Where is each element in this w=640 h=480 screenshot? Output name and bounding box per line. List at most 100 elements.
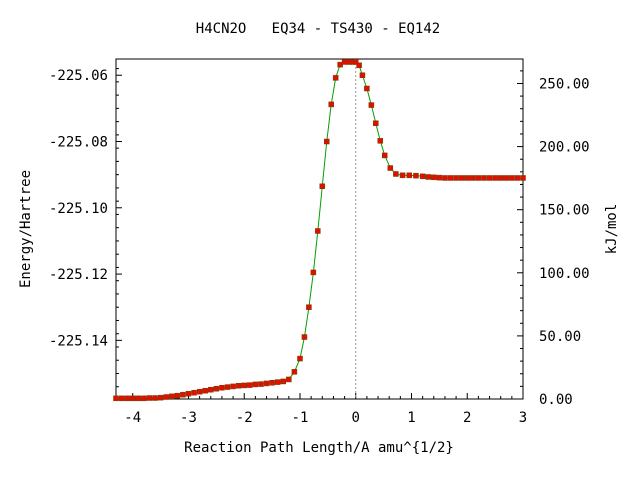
data-point bbox=[475, 175, 482, 181]
x-tick-label: -3 bbox=[180, 410, 197, 426]
data-point bbox=[520, 175, 526, 181]
data-point bbox=[442, 175, 448, 181]
data-point bbox=[481, 175, 487, 181]
data-point bbox=[169, 393, 175, 400]
data-point bbox=[113, 395, 119, 402]
y2-tick-label: 100.00 bbox=[539, 266, 590, 282]
axis-ticks bbox=[116, 68, 524, 400]
data-point bbox=[135, 395, 142, 402]
data-point bbox=[208, 386, 214, 393]
chart-title: H4CN2O EQ34 - TS430 - EQ142 bbox=[196, 21, 440, 37]
x-tick-label: -4 bbox=[124, 410, 141, 426]
data-point bbox=[163, 394, 169, 400]
data-point bbox=[503, 175, 510, 181]
y2-tick-label: 0.00 bbox=[539, 392, 573, 408]
data-point bbox=[381, 152, 388, 159]
data-point bbox=[235, 382, 242, 389]
data-point bbox=[359, 72, 366, 78]
y2-tick-label: 200.00 bbox=[539, 140, 590, 156]
data-point bbox=[413, 172, 419, 179]
data-point bbox=[129, 395, 136, 402]
data-point bbox=[323, 138, 330, 145]
data-point bbox=[387, 165, 394, 171]
data-point bbox=[280, 378, 287, 385]
data-point bbox=[174, 392, 181, 399]
data-point bbox=[373, 120, 379, 127]
data-point bbox=[425, 174, 431, 180]
data-point bbox=[458, 175, 465, 181]
data-point bbox=[291, 369, 298, 375]
x-tick-label: 0 bbox=[352, 410, 360, 426]
data-point bbox=[252, 381, 259, 388]
data-point bbox=[297, 355, 303, 362]
data-point bbox=[509, 175, 515, 181]
data-point bbox=[470, 175, 476, 181]
data-point bbox=[301, 334, 308, 340]
data-point bbox=[319, 183, 326, 190]
x-axis-label: Reaction Path Length/A amu^{1/2} bbox=[184, 440, 454, 456]
data-point bbox=[492, 175, 498, 181]
data-point bbox=[352, 59, 359, 65]
x-tick-label: 1 bbox=[407, 410, 415, 426]
data-point bbox=[224, 384, 231, 390]
y2-axis-label: kJ/mol bbox=[604, 204, 620, 255]
data-point bbox=[486, 175, 493, 181]
data-point bbox=[191, 389, 197, 396]
y-tick-label: -225.10 bbox=[49, 201, 108, 217]
x-tick-label: -2 bbox=[236, 410, 253, 426]
series-markers bbox=[113, 59, 526, 402]
data-point bbox=[368, 102, 375, 108]
y-tick-label: -225.12 bbox=[49, 267, 108, 283]
plot-frame bbox=[115, 58, 524, 400]
data-point bbox=[419, 173, 426, 180]
data-point bbox=[436, 174, 443, 181]
y-tick-label: -225.06 bbox=[49, 68, 108, 84]
data-point bbox=[399, 172, 406, 179]
x-tick-label: 3 bbox=[519, 410, 527, 426]
data-point bbox=[274, 379, 281, 385]
data-point bbox=[152, 395, 158, 401]
data-point bbox=[310, 269, 317, 276]
data-point bbox=[213, 385, 220, 392]
data-point bbox=[393, 171, 399, 177]
data-point bbox=[332, 75, 339, 81]
data-point bbox=[118, 395, 125, 402]
data-point bbox=[157, 394, 164, 401]
data-point bbox=[406, 172, 413, 179]
data-point bbox=[431, 174, 437, 181]
data-point bbox=[146, 395, 153, 401]
data-point bbox=[269, 380, 275, 386]
y-tick-label: -225.14 bbox=[49, 333, 108, 349]
data-point bbox=[497, 175, 504, 181]
data-point bbox=[124, 395, 130, 402]
data-point bbox=[180, 391, 186, 398]
data-point bbox=[328, 101, 334, 108]
data-point bbox=[364, 85, 370, 92]
data-point bbox=[514, 175, 521, 181]
data-point bbox=[141, 395, 147, 402]
data-point bbox=[356, 62, 362, 69]
y-tick-label: -225.08 bbox=[49, 135, 108, 151]
data-point bbox=[453, 175, 459, 181]
data-point bbox=[286, 376, 292, 383]
y2-tick-label: 50.00 bbox=[539, 329, 581, 345]
x-tick-label: 2 bbox=[463, 410, 471, 426]
y-axis-label: Energy/Hartree bbox=[18, 170, 34, 288]
data-point bbox=[202, 387, 208, 394]
data-point bbox=[447, 175, 454, 181]
data-point bbox=[219, 384, 225, 391]
data-point bbox=[230, 383, 236, 390]
data-point bbox=[258, 381, 264, 387]
data-point bbox=[185, 390, 192, 397]
data-point bbox=[377, 138, 384, 144]
x-tick-label: -1 bbox=[292, 410, 309, 426]
axis-tick-labels: -4 -3 -2 -1 0 1 2 3 -225.06 -225.08 -225.10 -225.12… bbox=[49, 68, 590, 426]
y2-tick-label: 250.00 bbox=[539, 76, 590, 92]
data-point bbox=[263, 380, 270, 387]
y2-tick-label: 150.00 bbox=[539, 203, 590, 219]
data-point bbox=[241, 382, 247, 389]
data-point bbox=[315, 228, 321, 234]
data-point bbox=[306, 304, 312, 310]
data-point bbox=[247, 382, 253, 388]
